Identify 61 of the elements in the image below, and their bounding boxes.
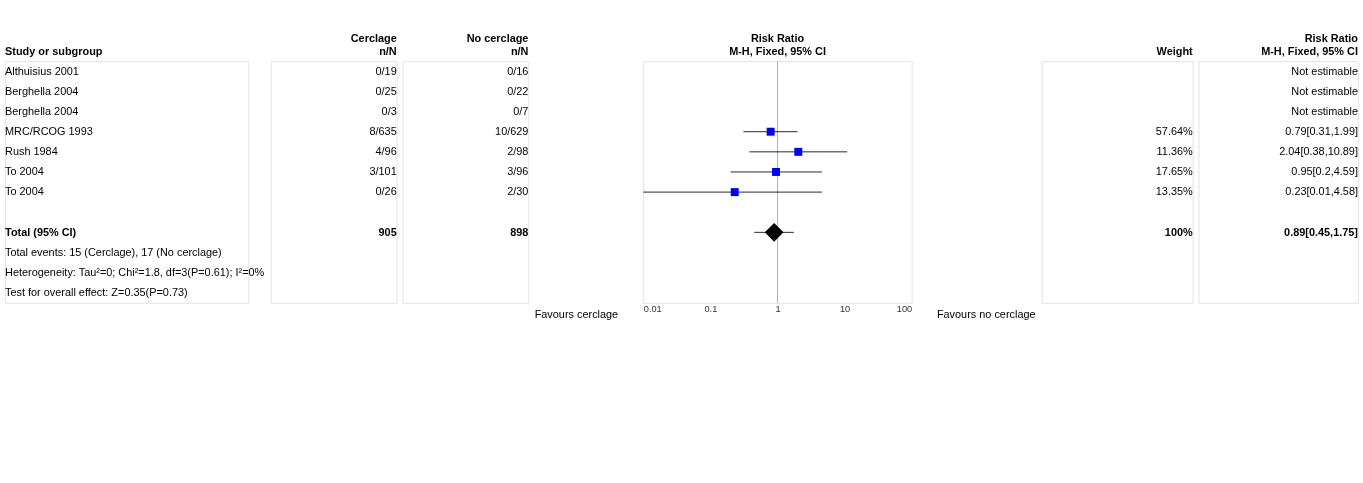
x-tick-label: 100 (896, 304, 913, 315)
text: To 2004 (5, 165, 44, 178)
x-tick-label: 1 (775, 304, 781, 315)
point (794, 147, 803, 156)
text: 0.79[0.31,1.99] (1285, 125, 1358, 138)
text: 8/635 (369, 125, 397, 138)
text: Not estimable (1291, 104, 1358, 117)
text: Test for overall effect: Z=0.35(P=0.73) (5, 286, 188, 299)
text: 0/7 (513, 104, 529, 117)
text: 11.36% (1156, 145, 1194, 158)
text: 17.65% (1155, 165, 1194, 178)
text: Favours cerclage (534, 307, 619, 320)
text: Berghella 2004 (5, 84, 79, 97)
point (772, 167, 781, 176)
text: Cerclage (350, 31, 397, 44)
text: 3/101 (369, 165, 397, 178)
text: 0.89[0.45,1.75] (1284, 225, 1359, 238)
x-tick-label: 0.01 (643, 304, 662, 315)
text: Total (95% CI) (5, 225, 77, 238)
text: 3/96 (507, 165, 529, 178)
text: 0/16 (507, 64, 529, 77)
text: Favours no cerclage (936, 307, 1036, 320)
text: Not estimable (1291, 84, 1358, 97)
text: 0/26 (375, 185, 397, 198)
text: 4/96 (375, 145, 397, 158)
point (766, 127, 775, 136)
text: 0.95[0.2,4.59] (1291, 165, 1358, 178)
text: Berghella 2004 (5, 104, 79, 117)
text: To 2004 (5, 185, 44, 198)
text: MRC/RCOG 1993 (5, 125, 93, 138)
chart-title: Risk Ratio (750, 31, 805, 44)
text: 2.04[0.38,10.89] (1279, 145, 1358, 158)
text: M-H, Fixed, 95% CI (1261, 45, 1358, 58)
text: n/N (379, 45, 397, 58)
text: 2/98 (507, 145, 529, 158)
text: 0.23[0.01,4.58] (1285, 185, 1358, 198)
text: No cerclage (466, 31, 529, 44)
text: 0/22 (507, 84, 529, 97)
text: n/N (510, 45, 529, 58)
text: Risk Ratio (1304, 31, 1359, 44)
text: 10/629 (495, 125, 529, 138)
text: Not estimable (1291, 64, 1358, 77)
point (764, 222, 784, 242)
text: 0/25 (375, 84, 397, 97)
text: Rush 1984 (5, 145, 58, 158)
text: Heterogeneity: Tau²=0; Chi²=1.8, df=3(P=0.61); I²=0% (5, 265, 265, 278)
x-tick-label: 10 (839, 304, 851, 315)
text: 13.35% (1155, 185, 1194, 198)
text: Total events: 15 (Cerclage), 17 (No cerclage) (5, 245, 222, 258)
chart-subtitle: M-H, Fixed, 95% CI (729, 44, 826, 57)
text: 0/19 (375, 64, 397, 77)
text: 0/3 (381, 104, 397, 117)
text: 905 (378, 225, 397, 238)
text: Study or subgroup (5, 45, 103, 58)
text: 57.64% (1155, 125, 1194, 138)
text: 898 (510, 225, 529, 238)
text: 2/30 (507, 185, 529, 198)
text: Weight (1156, 45, 1194, 58)
text: 100% (1164, 225, 1194, 238)
x-tick-label: 0.1 (704, 304, 718, 315)
text: Althuisius 2001 (5, 64, 79, 77)
